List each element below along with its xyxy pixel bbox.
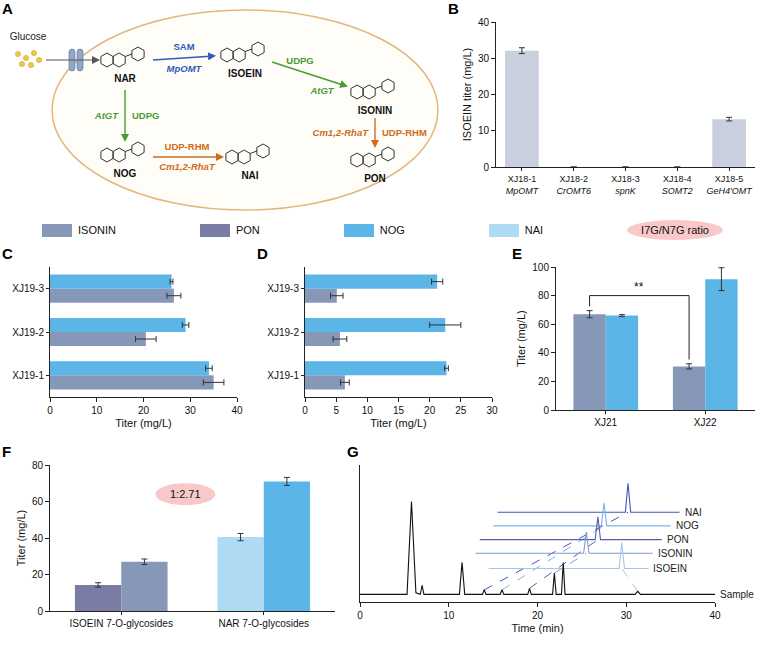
svg-text:Titer (mg/L): Titer (mg/L) xyxy=(370,417,426,429)
svg-text:25: 25 xyxy=(455,405,467,416)
html-text:PON: PON xyxy=(235,224,260,236)
html-text:E: E xyxy=(512,245,522,262)
svg-text:ISOEIN: ISOEIN xyxy=(228,68,262,79)
svg-text:60: 60 xyxy=(538,319,550,330)
svg-text:0: 0 xyxy=(483,162,489,173)
svg-text:PON: PON xyxy=(667,534,689,545)
svg-text:30: 30 xyxy=(621,610,633,621)
svg-text:20: 20 xyxy=(32,569,44,580)
svg-text:ISOEIN titer (mg/L): ISOEIN titer (mg/L) xyxy=(461,48,473,142)
svg-text:XJ18-1MpOMT: XJ18-1MpOMT xyxy=(506,174,540,196)
svg-text:XJ19-2: XJ19-2 xyxy=(12,327,44,338)
svg-text:30: 30 xyxy=(185,405,197,416)
svg-text:0: 0 xyxy=(37,606,43,617)
html-text:ISONIN: ISONIN xyxy=(78,224,116,236)
svg-text:AtGT: AtGT xyxy=(94,110,119,121)
svg-text:40: 40 xyxy=(231,405,243,416)
svg-text:5: 5 xyxy=(333,405,339,416)
html-text:F: F xyxy=(2,443,12,460)
svg-text:NAR 7-O-glycosides: NAR 7-O-glycosides xyxy=(218,618,309,629)
svg-text:20: 20 xyxy=(478,89,490,100)
svg-text:0: 0 xyxy=(357,610,363,621)
svg-text:UDPG: UDPG xyxy=(286,55,313,66)
svg-text:0: 0 xyxy=(302,405,308,416)
svg-text:1:2.71: 1:2.71 xyxy=(170,488,201,500)
svg-text:UDPG: UDPG xyxy=(132,110,159,121)
svg-text:20: 20 xyxy=(532,610,544,621)
svg-text:XJ18-2CrOMT6: XJ18-2CrOMT6 xyxy=(556,174,591,196)
svg-text:40: 40 xyxy=(478,17,490,28)
html-text:C: C xyxy=(2,245,13,262)
svg-text:10: 10 xyxy=(443,610,455,621)
svg-text:ISOEIN: ISOEIN xyxy=(653,563,687,574)
svg-text:80: 80 xyxy=(32,460,44,471)
svg-text:40: 40 xyxy=(709,610,721,621)
svg-text:AtGT: AtGT xyxy=(309,85,334,96)
svg-text:XJ18-5GeH4'OMT: XJ18-5GeH4'OMT xyxy=(706,174,753,196)
svg-text:**: ** xyxy=(634,280,644,294)
svg-text:30: 30 xyxy=(478,53,490,64)
svg-text:30: 30 xyxy=(486,405,498,416)
svg-text:XJ19-2: XJ19-2 xyxy=(267,327,299,338)
svg-text:XJ19-1: XJ19-1 xyxy=(267,370,299,381)
svg-text:NAI: NAI xyxy=(241,170,258,181)
svg-text:0: 0 xyxy=(543,405,549,416)
svg-text:40: 40 xyxy=(538,347,550,358)
html-text:NAI: NAI xyxy=(524,224,544,236)
svg-text:XJ19-1: XJ19-1 xyxy=(12,370,44,381)
svg-text:Titer (mg/L): Titer (mg/L) xyxy=(15,510,27,566)
html-text:D: D xyxy=(257,245,268,262)
svg-text:XJ19-3: XJ19-3 xyxy=(12,283,44,294)
svg-text:ISONIN: ISONIN xyxy=(358,105,392,116)
svg-text:0: 0 xyxy=(47,405,53,416)
svg-text:UDP-RHM: UDP-RHM xyxy=(165,141,210,152)
svg-text:XJ18-4SOMT2: XJ18-4SOMT2 xyxy=(662,174,693,196)
svg-text:XJ18-3spnK: XJ18-3spnK xyxy=(611,174,640,196)
svg-text:20: 20 xyxy=(138,405,150,416)
svg-text:MpOMT: MpOMT xyxy=(167,63,203,74)
svg-text:Titer (mg/L): Titer (mg/L) xyxy=(515,310,527,366)
svg-text:80: 80 xyxy=(538,290,550,301)
svg-text:NOG: NOG xyxy=(114,168,137,179)
svg-text:XJ21: XJ21 xyxy=(594,417,617,428)
svg-text:ISOEIN 7-O-glycosides: ISOEIN 7-O-glycosides xyxy=(70,618,173,629)
svg-text:Cm1,2-RhaT: Cm1,2-RhaT xyxy=(159,161,216,172)
svg-text:Glucose: Glucose xyxy=(10,31,47,42)
svg-text:20: 20 xyxy=(538,376,550,387)
svg-text:15: 15 xyxy=(393,405,405,416)
svg-text:ISONIN: ISONIN xyxy=(658,548,692,559)
svg-text:10: 10 xyxy=(362,405,374,416)
svg-text:10: 10 xyxy=(91,405,103,416)
html-text:NOG: NOG xyxy=(379,224,405,236)
svg-text:100: 100 xyxy=(532,262,549,273)
html-text:I7G/N7G ratio: I7G/N7G ratio xyxy=(641,224,709,236)
svg-text:UDP-RHM: UDP-RHM xyxy=(382,127,427,138)
html-text:G: G xyxy=(347,443,359,460)
svg-text:NAR: NAR xyxy=(114,73,136,84)
svg-text:XJ22: XJ22 xyxy=(694,417,717,428)
svg-text:NOG: NOG xyxy=(676,520,699,531)
svg-text:20: 20 xyxy=(424,405,436,416)
svg-text:Cm1,2-RhaT: Cm1,2-RhaT xyxy=(313,127,370,138)
svg-text:NAI: NAI xyxy=(685,507,702,518)
svg-text:Titer (mg/L): Titer (mg/L) xyxy=(115,417,171,429)
svg-text:SAM: SAM xyxy=(173,41,194,52)
svg-text:Sample: Sample xyxy=(720,589,754,600)
svg-text:40: 40 xyxy=(32,533,44,544)
svg-text:XJ19-3: XJ19-3 xyxy=(267,283,299,294)
svg-text:PON: PON xyxy=(364,173,386,184)
svg-text:10: 10 xyxy=(478,125,490,136)
html-text:B: B xyxy=(448,0,459,17)
html-text:A: A xyxy=(2,0,13,17)
svg-text:Time (min): Time (min) xyxy=(511,622,563,634)
svg-text:60: 60 xyxy=(32,496,44,507)
